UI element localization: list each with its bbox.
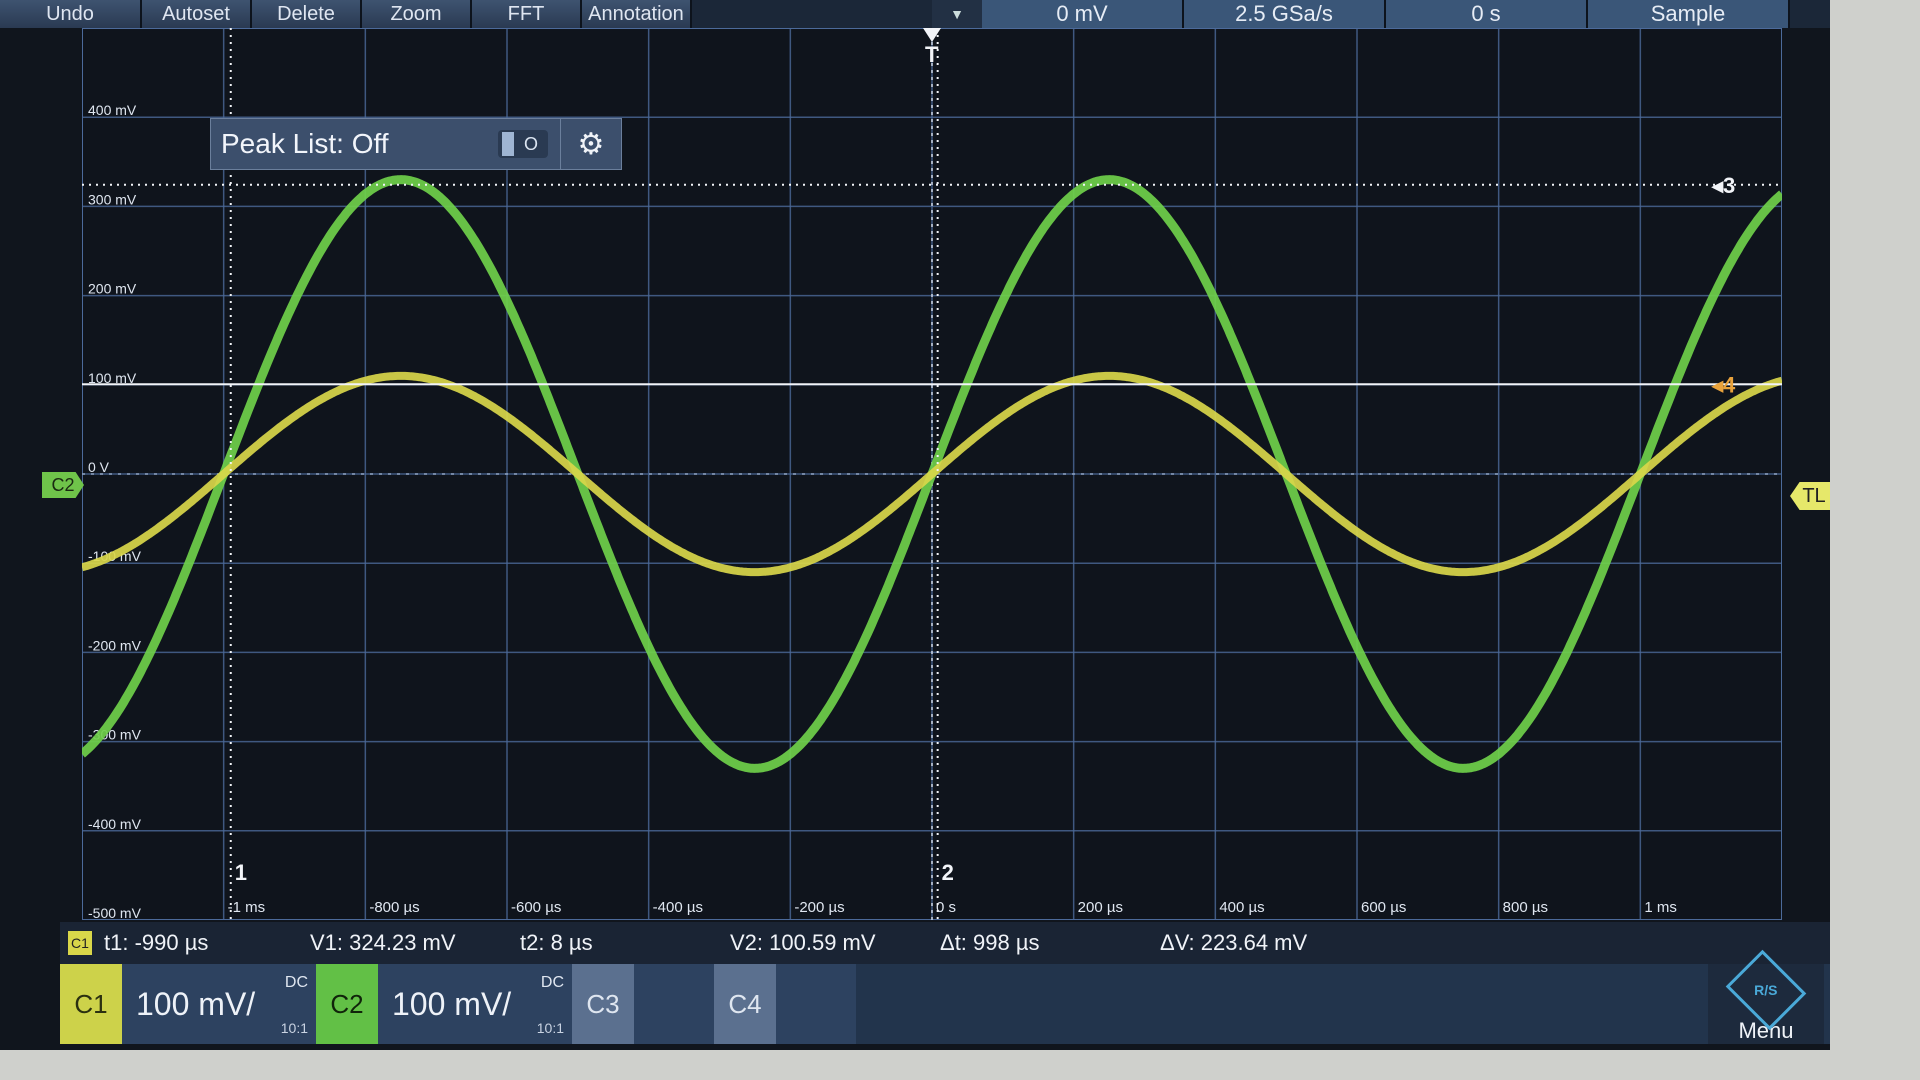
y-tick-label: 200 mV: [88, 281, 137, 297]
chevron-down-icon[interactable]: ▼: [932, 0, 982, 28]
autoset-button[interactable]: Autoset: [142, 0, 252, 28]
c2-coupling: DC: [540, 974, 564, 991]
channel-c3-slot[interactable]: [634, 964, 714, 1044]
x-tick-label: 600 µs: [1361, 899, 1406, 916]
trigger-level-tab[interactable]: 0 mV: [982, 0, 1184, 28]
x-tick-label: -600 µs: [511, 899, 561, 916]
zoom-button[interactable]: Zoom: [362, 0, 472, 28]
channel-c2-tab[interactable]: C2: [316, 964, 378, 1044]
channel-c2-scale[interactable]: 100 mV/ DC 10:1: [378, 964, 572, 1044]
y-tick-label: 400 mV: [88, 102, 137, 118]
x-tick-label: 0 s: [936, 899, 956, 916]
x-tick-label: 800 µs: [1503, 899, 1548, 916]
readout-channel-chip: C1: [68, 931, 92, 955]
t1-readout: t1: -990 µs: [104, 930, 209, 955]
toggle-knob: [502, 132, 514, 156]
x-tick-label: -200 µs: [794, 899, 844, 916]
channel-c4-tab[interactable]: C4: [714, 964, 776, 1044]
y-tick-label: -400 mV: [88, 816, 142, 832]
channel-c4-slot[interactable]: [776, 964, 856, 1044]
oscilloscope-screen: Undo Autoset Delete Zoom FFT Annotation …: [0, 0, 1830, 1050]
y-tick-label: -500 mV: [88, 905, 142, 920]
c1-coupling: DC: [284, 974, 308, 991]
rs-logo-text: R/S: [1754, 982, 1778, 998]
toolbar: Undo Autoset Delete Zoom FFT Annotation …: [0, 0, 1830, 28]
peak-list-panel: Peak List: Off O ⚙: [210, 118, 622, 170]
y-tick-label: -200 mV: [88, 637, 142, 653]
cursor-3-label: ◂3: [1711, 173, 1735, 198]
trigger-position-arrow: [923, 28, 941, 42]
toolbar-spacer: [692, 0, 932, 28]
peak-list-label: Peak List: Off: [221, 128, 389, 159]
c2-scale-value: 100 mV/: [392, 985, 512, 1022]
time-position-tab[interactable]: 0 s: [1386, 0, 1588, 28]
x-tick-label: 200 µs: [1078, 899, 1123, 916]
cursor-1-label: 1: [235, 860, 247, 885]
trace-c1: [82, 371, 1782, 577]
trigger-position-marker: T: [925, 42, 939, 67]
trigger-level-marker[interactable]: TL: [1790, 482, 1830, 510]
menu-button[interactable]: R/S Menu: [1708, 949, 1824, 1044]
peak-list-toggle[interactable]: O: [498, 130, 548, 158]
c2-probe: 10:1: [536, 1020, 564, 1036]
y-tick-label: 100 mV: [88, 370, 137, 386]
cursor-2-label: 2: [942, 860, 954, 885]
toggle-state: O: [524, 133, 539, 154]
gear-icon[interactable]: ⚙: [560, 119, 621, 169]
y-tick-label: 300 mV: [88, 191, 137, 207]
x-tick-label: -800 µs: [369, 899, 419, 916]
channel-c3-tab[interactable]: C3: [572, 964, 634, 1044]
delta-v-readout: ΔV: 223.64 mV: [1160, 930, 1308, 955]
x-tick-label: -1 ms: [228, 899, 266, 916]
t2-readout: t2: 8 µs: [520, 930, 593, 955]
acquisition-mode-tab[interactable]: Sample: [1588, 0, 1790, 28]
c1-probe: 10:1: [280, 1020, 308, 1036]
x-tick-label: 1 ms: [1644, 899, 1677, 916]
menu-label: Menu: [1738, 1018, 1794, 1043]
cursor-readout: C1 t1: -990 µs V1: 324.23 mV t2: 8 µs V2…: [60, 922, 1830, 964]
v1-readout: V1: 324.23 mV: [310, 930, 456, 955]
waveform-area[interactable]: 400 mV 300 mV 200 mV 100 mV 0 V -100 mV -200 m…: [82, 28, 1782, 920]
delta-t-readout: Δt: 998 µs: [940, 930, 1040, 955]
undo-button[interactable]: Undo: [0, 0, 142, 28]
y-tick-label: 0 V: [88, 459, 110, 475]
fft-button[interactable]: FFT: [472, 0, 582, 28]
sample-rate-tab[interactable]: 2.5 GSa/s: [1184, 0, 1386, 28]
delete-button[interactable]: Delete: [252, 0, 362, 28]
channel-c1-tab[interactable]: C1: [60, 964, 122, 1044]
annotation-button[interactable]: Annotation: [582, 0, 692, 28]
c1-scale-value: 100 mV/: [136, 985, 256, 1022]
cursor-4-label: ◂4: [1711, 372, 1736, 397]
v2-readout: V2: 100.59 mV: [730, 930, 876, 955]
c2-offset-marker[interactable]: C2: [42, 472, 84, 498]
channel-bar: C1 100 mV/ DC 10:1 C2 100 mV/ DC 10:1 C3…: [60, 964, 1830, 1044]
x-tick-label: -400 µs: [653, 899, 703, 916]
channel-c1-scale[interactable]: 100 mV/ DC 10:1: [122, 964, 316, 1044]
x-tick-label: 400 µs: [1219, 899, 1264, 916]
